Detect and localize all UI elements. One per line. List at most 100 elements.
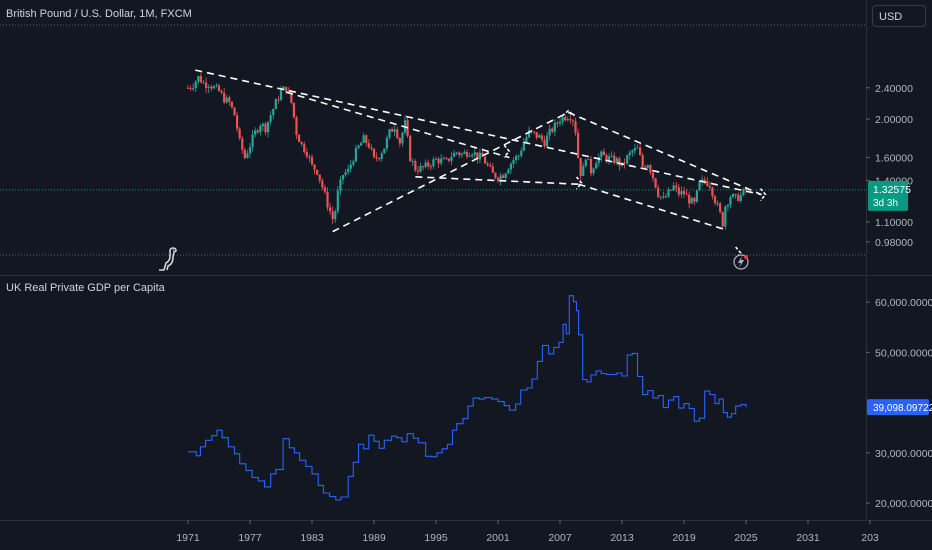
trendline[interactable] bbox=[285, 91, 510, 159]
candle-body bbox=[623, 162, 626, 164]
time-tick-label: 1977 bbox=[238, 532, 262, 544]
candle-body bbox=[494, 172, 497, 178]
candle-body bbox=[543, 139, 546, 147]
candle-body bbox=[277, 99, 280, 101]
trendline[interactable] bbox=[332, 111, 569, 233]
candle-body bbox=[631, 150, 634, 153]
candle-body bbox=[553, 122, 556, 132]
price-tick-label: 1.60000 bbox=[875, 153, 913, 165]
candle-body bbox=[357, 145, 360, 149]
candle-body bbox=[613, 155, 616, 164]
candle-body bbox=[690, 197, 693, 204]
candle-body bbox=[266, 121, 270, 133]
candle-body bbox=[731, 194, 735, 198]
candle-body bbox=[535, 132, 538, 138]
candle-body bbox=[721, 212, 724, 227]
currency-button[interactable]: USD bbox=[872, 5, 926, 27]
trendline[interactable] bbox=[415, 176, 579, 186]
candle-body bbox=[463, 151, 466, 154]
candle-body bbox=[437, 158, 440, 164]
candle-body bbox=[354, 148, 358, 162]
candle-body bbox=[561, 117, 564, 123]
candle-body bbox=[716, 203, 719, 205]
candle-body bbox=[344, 172, 347, 175]
candle-body bbox=[724, 206, 727, 227]
candle-body bbox=[659, 196, 662, 198]
candle-body bbox=[504, 173, 507, 179]
candle-body bbox=[233, 107, 236, 116]
candle-body bbox=[287, 91, 290, 93]
time-tick-label: 1983 bbox=[300, 532, 324, 544]
gdp-value-badge bbox=[867, 399, 929, 416]
candle-body bbox=[401, 132, 404, 144]
trendline[interactable] bbox=[195, 69, 762, 196]
candle-body bbox=[460, 153, 463, 155]
candle-body bbox=[700, 179, 704, 182]
candle-body bbox=[496, 177, 500, 181]
candle-body bbox=[739, 195, 742, 202]
candle-body bbox=[416, 170, 420, 172]
candle-body bbox=[285, 86, 288, 92]
candle-body bbox=[680, 191, 683, 195]
candle-body bbox=[189, 87, 192, 89]
candle-body bbox=[455, 152, 458, 154]
candle-body bbox=[396, 129, 399, 139]
candle-body bbox=[450, 156, 453, 161]
trendline[interactable] bbox=[567, 111, 762, 196]
candle-body bbox=[636, 147, 639, 149]
trendline[interactable] bbox=[578, 183, 727, 231]
gdp-tick-label: 20,000.00000 bbox=[875, 498, 932, 510]
candle-body bbox=[592, 168, 595, 174]
candle-body bbox=[633, 148, 637, 151]
candle-body bbox=[667, 189, 670, 197]
candle-body bbox=[685, 194, 688, 196]
candle-body bbox=[478, 152, 482, 160]
candle-body bbox=[432, 159, 435, 167]
candle-body bbox=[579, 158, 582, 177]
price-tick-label: 1.10000 bbox=[875, 217, 913, 229]
candle-body bbox=[677, 187, 680, 195]
candle-body bbox=[638, 147, 642, 156]
candle-body bbox=[726, 205, 730, 207]
candle-body bbox=[310, 157, 314, 165]
candle-body bbox=[308, 156, 311, 158]
candle-body bbox=[582, 166, 585, 177]
candle-body bbox=[414, 161, 417, 171]
candle-body bbox=[217, 85, 221, 92]
arrow-head-lower-right bbox=[735, 246, 742, 260]
candle-body bbox=[465, 151, 469, 157]
candles-group bbox=[186, 72, 748, 230]
candle-body bbox=[719, 203, 722, 213]
candle-body bbox=[334, 211, 337, 220]
time-tick-label: 2019 bbox=[672, 532, 696, 544]
dinosaur-logo-icon[interactable] bbox=[156, 246, 180, 272]
candle-body bbox=[576, 132, 580, 159]
symbol-title: British Pound / U.S. Dollar, 1M, FXCM bbox=[6, 8, 192, 20]
candle-body bbox=[375, 156, 378, 159]
candle-body bbox=[318, 174, 321, 181]
candle-body bbox=[305, 152, 308, 157]
candle-body bbox=[744, 189, 748, 191]
candle-body bbox=[409, 135, 412, 162]
candle-body bbox=[282, 86, 285, 91]
gdp-line[interactable] bbox=[188, 295, 747, 501]
candle-body bbox=[207, 86, 210, 88]
candle-body bbox=[235, 115, 239, 129]
candle-body bbox=[225, 97, 228, 103]
candle-body bbox=[411, 161, 414, 163]
candle-body bbox=[641, 155, 644, 167]
candle-body bbox=[682, 191, 686, 195]
candle-body bbox=[654, 178, 657, 188]
candle-body bbox=[261, 123, 265, 126]
candle-body bbox=[468, 156, 471, 158]
candle-body bbox=[571, 120, 575, 122]
candle-body bbox=[618, 158, 621, 166]
candle-body bbox=[499, 175, 502, 181]
lightning-icon[interactable] bbox=[733, 254, 749, 270]
time-tick-label: 1989 bbox=[362, 532, 386, 544]
candle-body bbox=[695, 190, 699, 202]
candle-body bbox=[615, 158, 618, 164]
candle-body bbox=[445, 158, 448, 160]
candle-body bbox=[551, 128, 554, 132]
